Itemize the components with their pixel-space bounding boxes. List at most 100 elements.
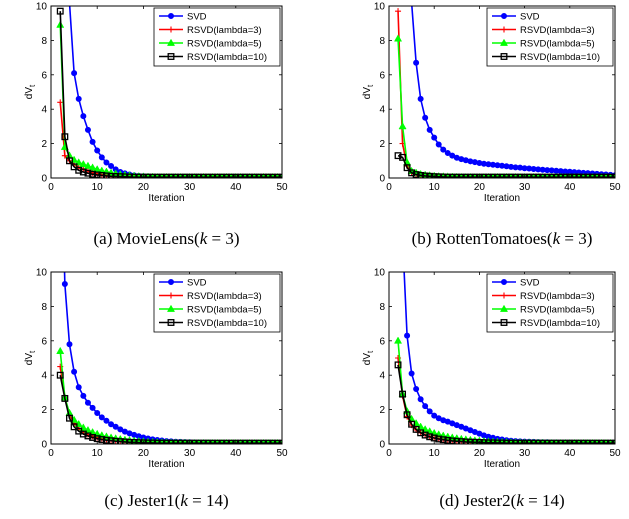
data-point xyxy=(79,430,87,438)
data-point xyxy=(80,392,87,399)
data-point xyxy=(84,169,92,177)
x-tick-label: 10 xyxy=(429,448,441,459)
data-point xyxy=(57,99,64,106)
x-axis-label: Iteration xyxy=(484,459,520,470)
y-tick-label: 6 xyxy=(41,70,47,81)
data-point xyxy=(190,173,198,178)
data-point xyxy=(246,439,254,444)
x-tick-label: 10 xyxy=(429,182,441,193)
data-point xyxy=(489,439,497,444)
data-point xyxy=(417,171,425,178)
data-point xyxy=(489,173,497,178)
data-point xyxy=(102,436,110,444)
data-point xyxy=(426,408,433,415)
legend-label-3: RSVD(lambda=5) xyxy=(187,39,262,50)
data-point xyxy=(126,173,133,178)
data-point xyxy=(394,34,403,42)
y-tick-label: 10 xyxy=(374,268,386,279)
panel-caption: (c) Jester1(k = 14) xyxy=(104,491,228,510)
x-tick-label: 30 xyxy=(184,448,196,459)
data-point xyxy=(480,173,488,178)
data-point xyxy=(121,438,129,444)
y-tick-label: 2 xyxy=(379,405,385,416)
data-point xyxy=(250,173,258,178)
legend: SVD RSVD(lambda=3) RSVD(lambda=5) RSVD(lamb… xyxy=(486,7,614,67)
data-point xyxy=(588,173,596,178)
y-tick-label: 10 xyxy=(374,2,386,13)
y-axis-label: dVt xyxy=(362,350,375,365)
data-point xyxy=(444,150,451,157)
data-point xyxy=(236,439,244,444)
series-line-4 xyxy=(59,11,282,178)
data-point xyxy=(56,7,64,15)
data-point xyxy=(471,438,479,444)
panel-caption: (a) MovieLens(k = 3) xyxy=(93,229,239,248)
legend-label-2: RSVD(lambda=3) xyxy=(520,291,595,302)
data-point xyxy=(413,385,420,392)
data-point xyxy=(421,431,429,439)
data-point xyxy=(611,439,615,444)
x-tick-label: 40 xyxy=(564,448,576,459)
data-point xyxy=(149,439,157,444)
y-tick-label: 4 xyxy=(379,371,385,382)
data-point xyxy=(539,173,547,178)
data-point xyxy=(172,173,180,178)
data-point xyxy=(417,95,424,102)
panel-caption: (b) RottenTomatoes(k = 3) xyxy=(412,229,593,248)
data-point xyxy=(89,138,96,145)
data-point xyxy=(602,439,610,444)
legend-label-2: RSVD(lambda=3) xyxy=(187,25,262,36)
x-axis-label: Iteration xyxy=(148,193,184,204)
legend: SVD RSVD(lambda=3) RSVD(lambda=5) RSVD(lamb… xyxy=(486,273,614,333)
series-markers-4 xyxy=(394,361,615,444)
data-point xyxy=(66,414,73,422)
data-point xyxy=(108,162,115,169)
data-point xyxy=(507,173,515,178)
data-point xyxy=(399,153,407,161)
data-point xyxy=(167,173,175,178)
data-point xyxy=(163,439,170,444)
legend-marker-2 xyxy=(501,26,507,33)
data-point xyxy=(471,173,479,178)
series-markers-4 xyxy=(56,7,282,178)
data-point xyxy=(521,439,529,444)
data-point xyxy=(498,173,506,178)
data-point xyxy=(602,173,610,178)
data-point xyxy=(539,439,547,444)
data-point xyxy=(80,113,87,120)
data-point xyxy=(186,173,194,178)
data-point xyxy=(112,173,120,178)
data-point xyxy=(117,426,124,433)
data-point xyxy=(94,410,101,417)
data-point xyxy=(575,439,583,444)
data-point xyxy=(430,434,438,442)
x-axis-label: Iteration xyxy=(148,459,184,470)
data-point xyxy=(181,439,189,444)
data-point xyxy=(516,439,524,444)
data-point xyxy=(61,394,69,402)
data-point xyxy=(71,368,78,375)
data-point xyxy=(403,164,411,172)
data-point xyxy=(588,439,596,444)
legend-marker-3 xyxy=(499,38,509,46)
y-tick-label: 2 xyxy=(379,139,385,150)
data-point xyxy=(260,439,267,444)
series-markers-1 xyxy=(404,332,615,444)
y-tick-label: 10 xyxy=(36,2,48,13)
data-point xyxy=(223,173,231,178)
data-point xyxy=(557,173,565,178)
x-tick-label: 20 xyxy=(474,182,486,193)
legend-label-1: SVD xyxy=(187,278,207,289)
y-tick-label: 0 xyxy=(379,440,385,451)
legend-marker-2 xyxy=(501,292,507,299)
data-point xyxy=(195,439,203,444)
data-point xyxy=(557,439,565,444)
data-point xyxy=(593,173,601,178)
data-point xyxy=(399,390,407,398)
data-point xyxy=(236,173,244,178)
data-point xyxy=(139,173,147,178)
data-point xyxy=(70,423,78,431)
data-point xyxy=(584,439,592,444)
data-point xyxy=(584,173,592,178)
data-point xyxy=(525,439,533,444)
